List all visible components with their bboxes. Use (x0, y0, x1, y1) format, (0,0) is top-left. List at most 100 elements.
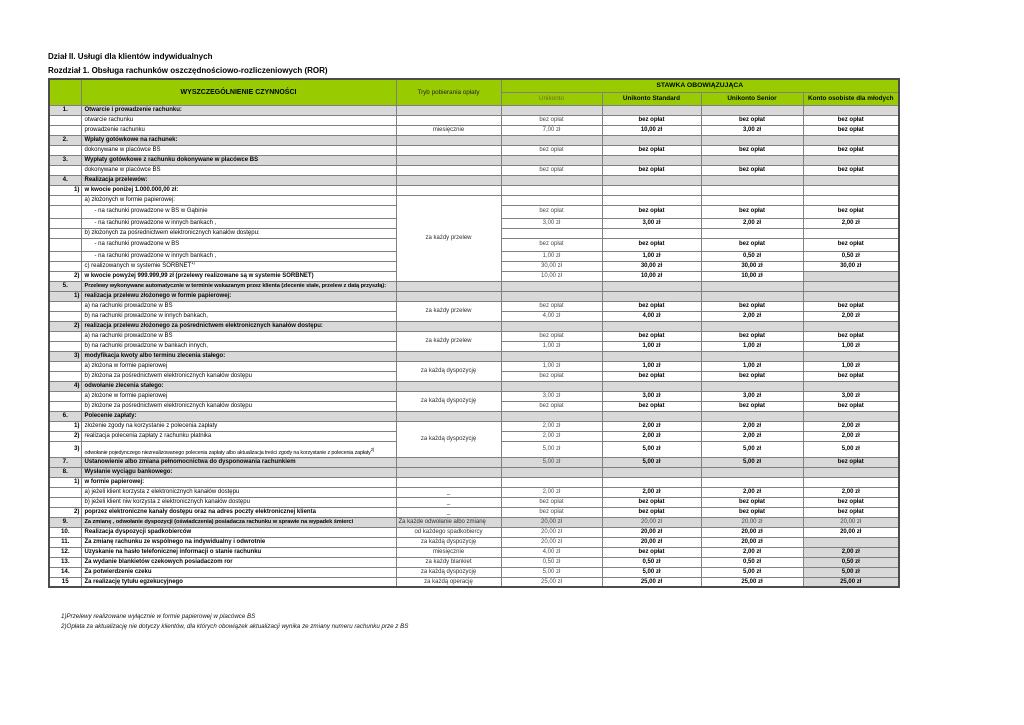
fee-value-cell: bez opłat (500, 204, 603, 219)
fee-value-cell: 2,00 zł (500, 420, 603, 432)
fee-value-cell: 1,00 zł (500, 250, 603, 262)
fee-value-cell: 2,00 zł (500, 486, 603, 498)
charge-mode-cell (395, 350, 502, 362)
fee-value-cell (700, 174, 804, 186)
activity-label-cell: odwołanie pojedynczego niezrealizowanego… (80, 440, 397, 458)
fee-value-cell: 25,00 zł (802, 576, 900, 588)
activity-label-cell: realizacja polecenia zapłaty z rachunku … (80, 430, 397, 442)
column-header-unikonto-senior: Unikonto Senior (700, 91, 804, 106)
row-number-cell (48, 486, 82, 498)
column-header-rates-group: STAWKA OBOWIĄZUJĄCA (500, 78, 900, 93)
table-row: 1) w formie papierowej: (48, 476, 900, 488)
fee-value-cell (700, 466, 804, 478)
fee-value-cell: 5,00 zł (700, 456, 804, 468)
row-number-cell: 2) (48, 430, 82, 442)
fee-value-cell: bez opłat (500, 506, 603, 518)
chapter-title: Rozdział 1. Obsługa rachunków oszczędnoś… (48, 66, 328, 75)
footnote: 2)Opłata za aktualizację nie dotyczy kli… (61, 622, 409, 630)
fee-value-cell (802, 270, 900, 282)
fee-value-cell (802, 410, 900, 422)
charge-mode-cell: Za każde odwołanie albo zmianę (395, 516, 502, 528)
fee-value-cell: 5,00 zł (700, 440, 804, 458)
activity-label-cell: dokonywane w placówce BS (80, 164, 397, 176)
fee-value-cell: 3,00 zł (601, 217, 702, 229)
row-number-cell (48, 217, 82, 229)
activity-label-cell: w formie papierowej: (80, 476, 397, 488)
activity-label-cell: - na rachunki prowadzone w BS w Gąbinie (80, 204, 397, 219)
charge-mode-cell (395, 280, 502, 292)
fee-value-cell: 20,00 zł (500, 516, 603, 528)
fee-value-cell (500, 227, 603, 239)
fee-value-cell (802, 476, 900, 488)
table-row: 2) realizacja przelewu złożonego za pośre… (48, 320, 900, 332)
charge-mode-cell (395, 466, 502, 478)
fee-value-cell (601, 350, 702, 362)
fee-value-cell: bez opłat (601, 204, 702, 219)
document-titles: Dział II. Usługi dla klientów indywidual… (48, 50, 328, 78)
charge-mode-cell: miesięcznie (395, 124, 502, 136)
table-row: b) złożona za pośrednictwem elektroniczn… (48, 370, 900, 382)
fee-value-cell: 0,50 zł (500, 556, 603, 568)
fee-value-cell (700, 194, 804, 206)
fee-value-cell: bez opłat (601, 114, 702, 126)
fee-value-cell: bez opłat (601, 330, 702, 342)
row-number-cell: 2) (48, 320, 82, 332)
activity-label-cell: - na rachunki prowadzone w innych bankac… (80, 217, 397, 229)
table-row: 3) modyfikacja kwoty albo terminu zleceni… (48, 350, 900, 362)
fee-value-cell (700, 134, 804, 146)
activity-label-cell: Wypłaty gotówkowe z rachunku dokonywane … (80, 154, 397, 166)
fee-value-cell: bez opłat (601, 237, 702, 252)
charge-mode-cell (395, 104, 502, 116)
row-number-cell: 1) (48, 290, 82, 302)
table-row: - na rachunki prowadzone w BS bez opłat be… (48, 237, 900, 252)
charge-mode-cell (395, 174, 502, 186)
fee-value-cell: bez opłat (500, 114, 603, 126)
fee-value-cell: bez opłat (700, 114, 804, 126)
row-number-cell: 9. (48, 516, 82, 528)
fee-value-cell: bez opłat (700, 144, 804, 156)
table-row: 1) w kwocie poniżej 1.000.000,00 zł: (48, 184, 900, 196)
fee-value-cell: bez opłat (700, 164, 804, 176)
activity-label-cell: b) jeżeli klient niw korzysta z elektron… (80, 496, 397, 508)
activity-label-cell: modyfikacja kwoty albo terminu zlecenia … (80, 350, 397, 362)
fee-value-cell (802, 174, 900, 186)
fee-value-cell (601, 227, 702, 239)
fee-value-cell: 2,00 zł (500, 430, 603, 442)
row-number-cell: 3) (48, 350, 82, 362)
fee-value-cell (500, 380, 603, 392)
fee-value-cell: 25,00 zł (601, 576, 702, 588)
fee-value-cell: 2,00 zł (700, 430, 804, 442)
fee-value-cell: 0,50 zł (700, 556, 804, 568)
fee-value-cell: 5,00 zł (802, 440, 900, 458)
activity-label-cell: Za zmianę rachunku ze wspólnego na indyw… (80, 536, 397, 548)
row-number-cell (48, 250, 82, 262)
fee-value-cell: 2,00 zł (700, 546, 804, 558)
fee-value-cell (601, 134, 702, 146)
fee-value-cell: 2,00 zł (700, 486, 804, 498)
fee-value-cell (802, 350, 900, 362)
fee-value-cell (601, 280, 702, 292)
charge-mode-cell: za każdą dyspozycję (395, 566, 502, 578)
table-row: a) na rachunki prowadzone w BS za każdy p… (48, 330, 900, 352)
fee-value-cell (500, 476, 603, 488)
table-row: 5. Przelewy wykonywane automatycznie w te… (48, 280, 900, 292)
row-number-cell: 10. (48, 526, 82, 538)
charge-mode-cell (395, 476, 502, 488)
charge-mode-cell: za każdy przelew (395, 194, 502, 282)
table-row: 2) poprzez elektroniczne kanały dostępu o… (48, 506, 900, 518)
table-row: 1) realizacja przelewu złożonego w formie… (48, 290, 900, 302)
fee-value-cell: 25,00 zł (500, 576, 603, 588)
fee-value-cell: bez opłat (601, 546, 702, 558)
activity-label-cell: b) złożone za pośrednictwem elektroniczn… (80, 400, 397, 412)
fee-value-cell (700, 280, 804, 292)
fee-value-cell: bez opłat (802, 164, 900, 176)
row-number-cell: 4) (48, 380, 82, 392)
fee-value-cell: bez opłat (601, 506, 702, 518)
fee-value-cell: 5,00 zł (601, 566, 702, 578)
charge-mode-cell (395, 410, 502, 422)
fee-value-cell (500, 410, 603, 422)
fee-value-cell: bez opłat (700, 330, 804, 342)
activity-label-cell: Wpłaty gotówkowe na rachunek: (80, 134, 397, 146)
fee-value-cell: 0,50 zł (802, 556, 900, 568)
fee-value-cell: bez opłat (700, 370, 804, 382)
